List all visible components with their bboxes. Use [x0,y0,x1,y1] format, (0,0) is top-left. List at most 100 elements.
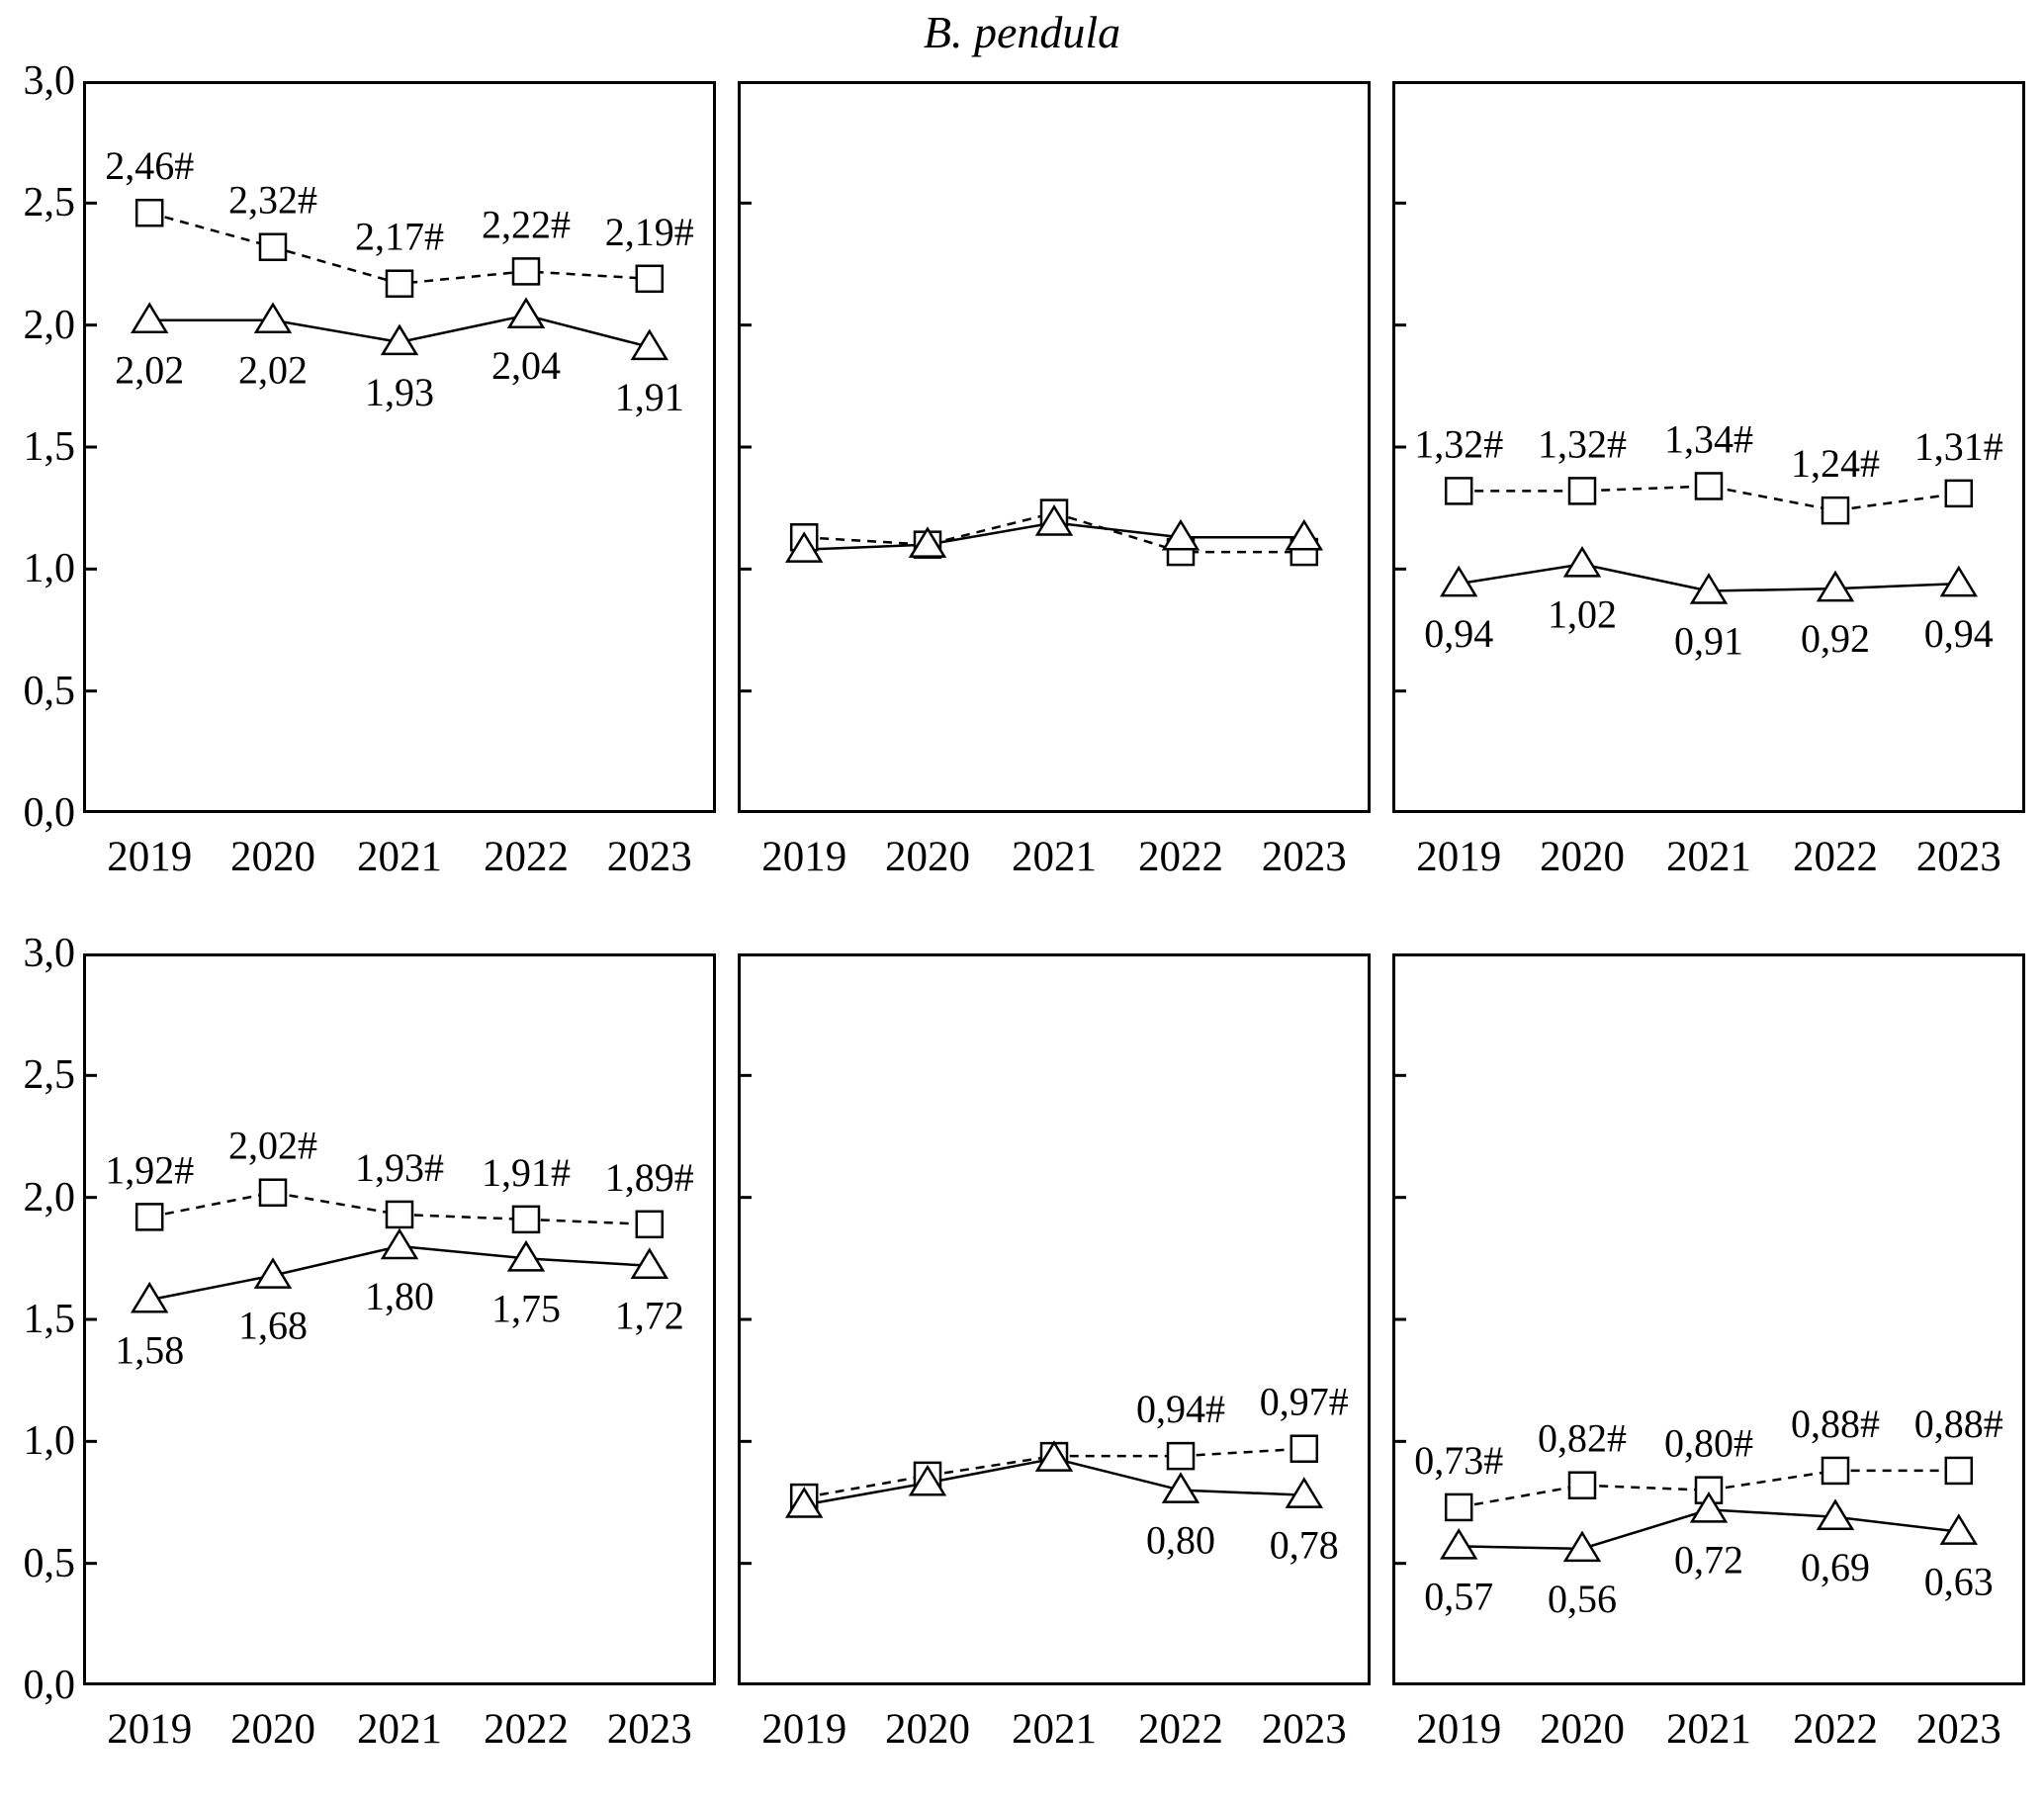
data-label: 1,24# [1791,441,1880,486]
square-marker [1821,496,1850,525]
triangle-marker [1161,1472,1200,1503]
data-label: 1,72 [615,1294,684,1338]
data-label: 1,93 [365,370,434,414]
triangle-marker [784,1487,824,1518]
x-tick-label: 2020 [885,1706,970,1753]
triangle-marker [1161,518,1200,551]
chart-panel-top-right: 1,32# 1,32# 1,34# 1,24# 1,31# 0,94 1,02 0,91 0,9… [1392,81,2025,880]
square-marker [1567,1471,1597,1499]
x-tick-label: 2023 [1916,834,2001,880]
triangle-marker [1816,1498,1855,1531]
triangle-marker [1285,1477,1324,1508]
data-label: 0,80 [1146,1518,1215,1563]
data-label: 0,56 [1548,1577,1617,1621]
data-label: 0,88# [1914,1401,2003,1446]
square-marker [635,264,665,294]
triangle-marker [908,526,947,558]
data-label: 0,91 [1674,619,1743,664]
figure-title: B. pendula [923,7,1121,57]
data-label: 2,02# [228,1124,317,1168]
square-marker [635,1210,665,1239]
chart-panel-bottom-right: 0,73# 0,82# 0,80# 0,88# 0,88# 0,57 0,56 0,72 0,6… [1392,953,2025,1753]
triangle-marker [1439,1527,1478,1560]
data-label: 0,97# [1260,1380,1349,1424]
square-marker [134,198,164,227]
data-label: 0,69 [1801,1545,1870,1589]
x-tick-label: 2021 [357,1706,442,1753]
square-marker [258,232,288,261]
y-tick-label: 2,0 [23,302,76,348]
x-tick-label: 2023 [607,834,692,880]
data-label: 2,46# [105,143,194,188]
square-marker [1944,1456,1974,1486]
triangle-marker [630,1247,669,1279]
data-label: 1,91 [615,375,684,419]
y-tick-label: 1,5 [23,1297,76,1342]
data-label: 0,72 [1674,1537,1743,1582]
triangle-marker [1939,1513,1979,1545]
y-tick-label: 2,5 [23,180,76,226]
y-tick-label: 0,0 [23,790,76,836]
x-tick-label: 2019 [1416,834,1501,880]
x-tick-label: 2023 [1262,1706,1347,1753]
triangle-marker [908,1464,947,1496]
y-tick-label: 3,0 [23,58,76,104]
x-tick-label: 2023 [607,1706,692,1753]
x-tick-label: 2022 [1138,834,1223,880]
y-axis-labels-top: 3,0 2,5 2,0 1,5 1,0 0,5 0,0 [6,58,83,836]
square-marker [1821,1456,1850,1486]
x-tick-label: 2021 [1012,1706,1097,1753]
data-label: 0,78 [1270,1523,1339,1568]
triangle-marker [1689,1491,1729,1523]
x-tick-label: 2021 [1666,834,1751,880]
triangle-marker [506,297,546,329]
square-marker [1444,477,1473,505]
x-tick-label: 2019 [761,1706,846,1753]
triangle-marker [380,1227,419,1260]
y-tick-label: 1,5 [23,424,76,470]
square-marker [1567,477,1597,505]
x-tick-label: 2020 [885,834,970,880]
data-label: 0,92 [1801,616,1870,661]
data-label: 1,58 [115,1327,184,1372]
x-tick-label: 2021 [357,834,442,880]
square-marker [511,1205,541,1234]
triangle-marker [253,1257,293,1289]
data-label: 2,32# [228,178,317,223]
y-tick-label: 0,0 [23,1663,76,1708]
panel-row-top: 3,0 2,5 2,0 1,5 1,0 0,5 0,0 2,46# 2,32# 2,17# 2,2… [0,58,2044,904]
data-label: 2,02 [238,348,308,393]
data-label: 2,02 [115,348,184,393]
triangle-marker [1939,565,1979,597]
square-marker [258,1178,288,1207]
plot-frame [738,953,1371,1685]
triangle-marker [1285,518,1324,551]
y-tick-label: 2,5 [23,1052,76,1099]
y-tick-label: 3,0 [23,931,76,976]
square-marker [1289,1434,1319,1463]
square-marker [385,1200,414,1229]
x-tick-label: 2021 [1012,834,1097,880]
chart-panel-top-middle: 2019 2020 2021 2022 2023 [738,81,1371,880]
chart-panel-top-left: 2,46# 2,32# 2,17# 2,22# 2,19# 2,02 2,02 1,93 2,0… [83,81,716,880]
data-label: 1,68 [238,1304,308,1348]
triangle-marker [1439,565,1478,597]
chart-panel-bottom-left: 1,92# 2,02# 1,93# 1,91# 1,89# 1,58 1,68 1,80 1,7… [83,953,716,1753]
x-tick-label: 2019 [761,834,846,880]
x-tick-label: 2021 [1666,1706,1751,1753]
data-label: 1,02 [1548,591,1617,636]
data-label: 1,93# [355,1145,444,1190]
triangle-marker [1034,504,1074,536]
data-label: 2,22# [482,202,571,246]
data-label: 1,34# [1664,416,1753,461]
x-tick-label: 2022 [1793,834,1878,880]
y-tick-label: 1,0 [23,1418,76,1465]
plot-frame [83,81,716,813]
data-label: 1,31# [1914,424,2003,469]
x-tick-label: 2023 [1262,834,1347,880]
square-marker [1694,472,1724,500]
data-label: 0,73# [1414,1438,1503,1483]
triangle-marker [380,323,419,356]
triangle-marker [130,1281,169,1313]
triangle-marker [253,302,293,333]
